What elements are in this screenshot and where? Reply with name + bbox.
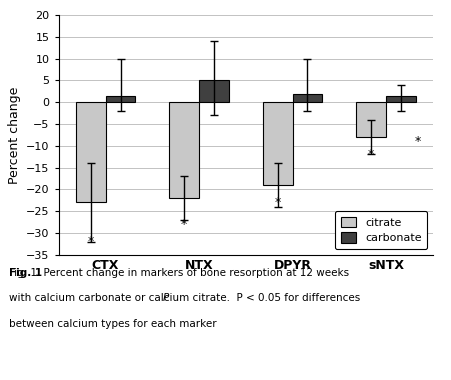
Text: between calcium types for each marker: between calcium types for each marker <box>9 319 216 329</box>
Text: Percent change in markers of bone resorption at 12 weeks
with calcium carbonate : Percent change in markers of bone resorp… <box>0 379 1 380</box>
Text: *: * <box>181 218 187 231</box>
Text: with calcium carbonate or calcium citrate.  P < 0.05 for differences: with calcium carbonate or calcium citrat… <box>9 293 360 303</box>
Legend: citrate, carbonate: citrate, carbonate <box>335 211 428 249</box>
Y-axis label: Percent change: Percent change <box>8 86 21 184</box>
Bar <box>76 102 106 203</box>
Text: *: * <box>275 196 281 209</box>
Text: *: * <box>414 135 421 148</box>
Text: P: P <box>163 293 169 303</box>
Text: Fig. 1  Percent change in markers of bone resorption at 12 weeks: Fig. 1 Percent change in markers of bone… <box>9 268 349 278</box>
Bar <box>169 102 199 198</box>
Text: *: * <box>87 235 94 248</box>
Text: *: * <box>368 148 374 161</box>
Bar <box>106 96 135 102</box>
Bar <box>356 102 386 137</box>
Bar <box>386 96 416 102</box>
Bar <box>293 93 322 102</box>
Text: Fig. 1: Fig. 1 <box>0 379 1 380</box>
Text: Fig. 1: Fig. 1 <box>9 268 42 278</box>
Bar <box>199 81 229 102</box>
Bar <box>262 102 293 185</box>
Text: with calcium carbonate or calcium citrate.: with calcium carbonate or calcium citrat… <box>0 379 1 380</box>
